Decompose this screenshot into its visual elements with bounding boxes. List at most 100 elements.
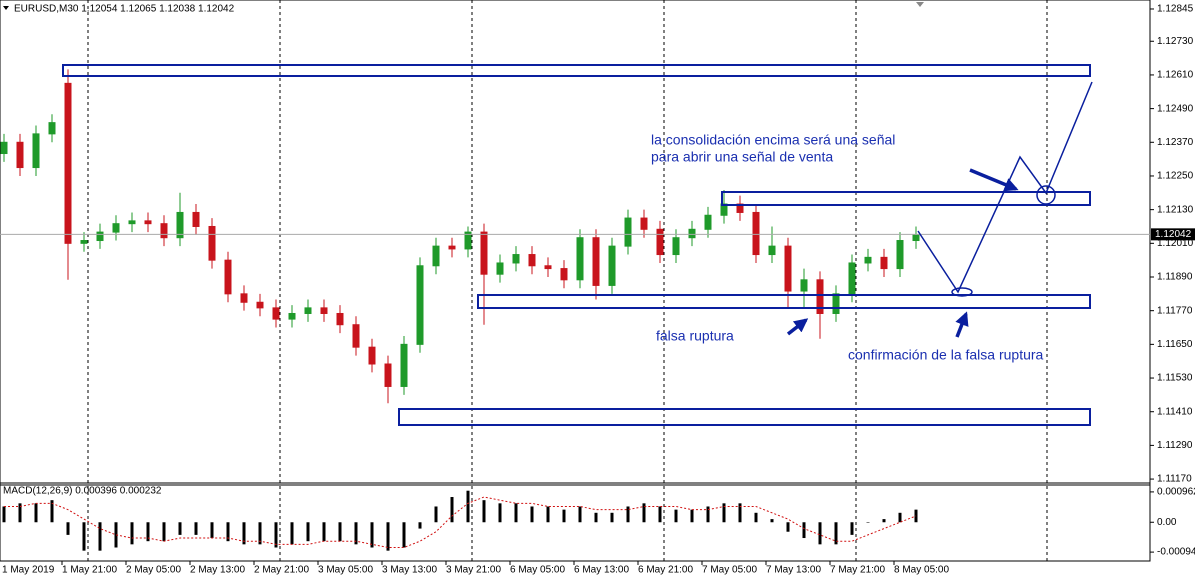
candle-body [784, 245, 792, 292]
last-price-box [1151, 228, 1195, 241]
macd-bar [754, 512, 758, 523]
y-tick-label: 1.11530 [1157, 373, 1193, 384]
macd-bar [690, 509, 694, 523]
macd-bar [82, 522, 86, 551]
annotation: confirmación de la falsa ruptura [848, 347, 1044, 363]
y-tick-label: 1.11410 [1157, 406, 1193, 417]
candle-body [448, 245, 456, 250]
macd-bar [386, 522, 390, 551]
macd-bar [610, 512, 614, 523]
macd-bar [514, 503, 518, 523]
x-tick-label: 1 May 21:00 [62, 565, 117, 576]
macd-bar [898, 512, 902, 523]
candle-body [240, 293, 248, 303]
macd-bar [466, 490, 470, 523]
y-tick-label: 1.12370 [1157, 137, 1194, 148]
x-tick-label: 3 May 13:00 [382, 565, 437, 576]
annotation: para abrir una señal de venta [651, 149, 833, 165]
macd-bar [370, 522, 374, 548]
x-tick-label: 2 May 13:00 [190, 565, 245, 576]
plot-frame [0, 0, 1151, 562]
candle-body [288, 312, 296, 320]
macd-bar [850, 522, 854, 535]
candle-body [336, 312, 344, 326]
candle-body [768, 245, 776, 256]
macd-bar [866, 522, 870, 523]
candle-body [672, 237, 680, 256]
macd-bar [66, 522, 70, 535]
candle-body [208, 225, 216, 261]
macd-bar [18, 503, 22, 523]
macd-bar [290, 522, 294, 545]
candle-body [64, 82, 72, 244]
x-tick-label: 1 May 2019 [2, 565, 55, 576]
candle-body [320, 307, 328, 314]
macd-bar [450, 497, 454, 523]
candle-body [752, 211, 760, 256]
macd-bar [242, 522, 246, 545]
macd-bar [418, 522, 422, 529]
candle-body [0, 141, 8, 155]
macd-bar [258, 522, 262, 545]
y-tick-label: 1.12010 [1157, 238, 1194, 249]
candle-body [352, 324, 360, 348]
candle-body [816, 279, 824, 314]
candle-body [576, 237, 584, 281]
candle-body [176, 211, 184, 239]
macd-bar [402, 522, 406, 548]
candle-body [848, 262, 856, 295]
chart-title: EURUSD,M30 1.12054 1.12065 1.12038 1.120… [14, 4, 235, 15]
candle-body [800, 279, 808, 292]
candle-body [608, 245, 616, 286]
candle-body [544, 265, 552, 270]
macd-bar [642, 503, 646, 523]
candle-body [864, 256, 872, 264]
x-tick-label: 6 May 13:00 [574, 565, 629, 576]
candle-body [128, 220, 136, 225]
macd-bar [562, 509, 566, 523]
signal-line [4, 496, 917, 548]
macd-bar [322, 522, 326, 542]
candle-body [560, 268, 568, 281]
x-tick-label: 7 May 21:00 [830, 565, 885, 576]
macd-title: MACD(12,26,9) 0.000396 0.000232 [3, 486, 162, 497]
candle-body [304, 307, 312, 314]
candle-body [704, 214, 712, 230]
x-tick-label: 3 May 05:00 [318, 565, 373, 576]
candle-body [528, 254, 536, 267]
macd-bar [50, 500, 54, 523]
macd-bar [706, 506, 710, 523]
macd-bar [594, 512, 598, 523]
macd-bar [546, 506, 550, 523]
macd-bar [578, 506, 582, 523]
macd-bar [210, 522, 214, 539]
y-tick-label: 0.000962 [1157, 487, 1195, 498]
macd-bar [770, 519, 774, 523]
macd-bar [178, 522, 182, 535]
candle-body [416, 265, 424, 345]
macd-bar [194, 522, 198, 535]
candle-body [160, 223, 168, 239]
annotation: la consolidación encima será una señal [651, 132, 895, 148]
candle-body [96, 231, 104, 242]
y-tick-label: 1.11290 [1157, 440, 1193, 451]
candle-body [384, 363, 392, 387]
macd-bar [338, 522, 342, 542]
macd-bar [738, 503, 742, 523]
candle-body [144, 220, 152, 225]
candle-body [640, 217, 648, 230]
candle-body [464, 231, 472, 250]
y-tick-label: 0.00 [1157, 517, 1177, 528]
macd-bar [130, 522, 134, 545]
macd-bar [802, 522, 806, 539]
y-tick-label: 1.11650 [1157, 339, 1193, 350]
macd-bar [274, 522, 278, 548]
macd-bar [434, 506, 438, 523]
candle-body [624, 217, 632, 247]
annotation: falsa ruptura [656, 328, 734, 344]
candle-body [656, 228, 664, 256]
y-tick-label: 1.11890 [1157, 272, 1193, 283]
macd-bar [786, 522, 790, 532]
macd-bar [834, 522, 838, 545]
